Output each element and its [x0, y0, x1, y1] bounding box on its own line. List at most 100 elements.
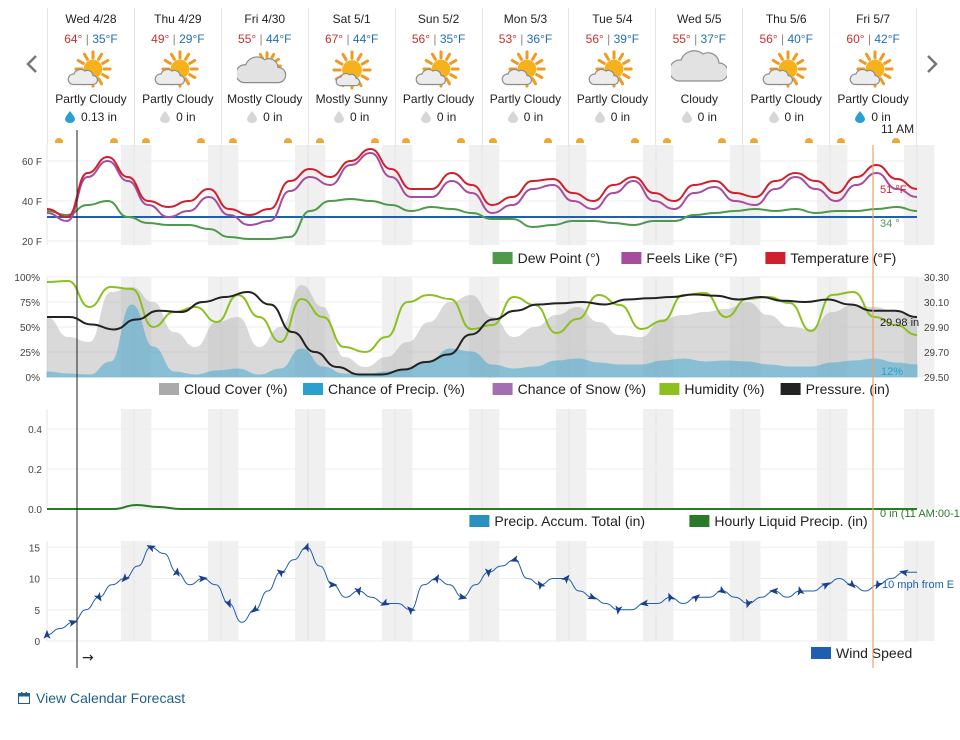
day-column[interactable]: Fri 5/7 60° | 42°F Partly Cloudy 0 in — [829, 8, 918, 145]
legend-label: Humidity (%) — [684, 381, 764, 397]
sunrise-sunset-icon — [750, 138, 759, 143]
pressure-line — [47, 290, 918, 376]
wind-direction-icon — [668, 592, 676, 603]
prev-arrow[interactable] — [22, 52, 42, 76]
sunrise-sunset-icon — [576, 138, 585, 143]
precip-amount: 0 in — [135, 110, 221, 124]
day-name: Thu 4/29 — [154, 12, 202, 26]
dewpoint-readout: 34 ° — [880, 218, 900, 230]
day-name: Wed 5/5 — [677, 12, 722, 26]
legend-item[interactable]: Cloud Cover (%) — [159, 381, 287, 397]
partly-cloudy-icon — [589, 50, 633, 88]
wind-direction-icon — [587, 592, 597, 600]
cloud-cover-area — [47, 285, 917, 377]
day-column[interactable]: Sun 5/2 56° | 35°F Partly Cloudy 0 in — [394, 8, 482, 145]
day-temps: 56° | 35°F — [411, 32, 466, 46]
high-temp: 53° — [498, 32, 517, 46]
low-temp: 35°F — [439, 32, 466, 46]
no-precip-icon — [768, 111, 779, 123]
day-column[interactable]: Mon 5/3 53° | 36°F Partly Cloudy 0 in — [481, 8, 569, 145]
forecast-charts: 60 F 40 F 20 F 51 °F 34 ° Dew Point (°) Feels … — [14, 122, 960, 668]
precip-amount: 0 in — [483, 110, 569, 124]
cursor-arrow-icon: → — [82, 650, 94, 666]
day-temps: 53° | 36°F — [498, 32, 553, 46]
legend-swatch — [159, 383, 179, 395]
rain-drop-icon — [64, 111, 75, 123]
day-name: Tue 5/4 — [592, 12, 633, 26]
high-temp: 67° — [324, 32, 344, 46]
precip-label: 0 in — [610, 110, 631, 124]
wind-direction-icon — [746, 598, 753, 609]
day-column[interactable]: Fri 4/30 55° | 44°F Mostly Cloudy 0 in — [220, 8, 308, 145]
mostly-sunny-icon — [332, 50, 372, 90]
high-temp: 56° — [759, 32, 778, 46]
legend-item[interactable]: Hourly Liquid Precip. (in) — [689, 513, 868, 529]
legend-swatch — [765, 252, 786, 264]
wind-direction-icon — [276, 569, 286, 578]
next-arrow[interactable] — [922, 52, 942, 76]
sunrise-sunset-icon — [54, 138, 63, 143]
partly-cloudy-icon — [154, 50, 199, 88]
day-temps: 55° | 37°F — [672, 32, 727, 46]
condition-label: Cloudy — [680, 92, 718, 106]
panel-background — [46, 541, 935, 641]
day-column[interactable]: Tue 5/4 56° | 39°F Partly Cloudy 0 in — [568, 8, 655, 145]
wind-direction-icon — [354, 586, 362, 596]
legend-item[interactable]: Wind Speed — [811, 645, 912, 661]
legend-item[interactable]: Precip. Accum. Total (in) — [469, 513, 645, 529]
day-column[interactable]: Wed 5/5 55° | 37°F Cloudy 0 in — [655, 8, 742, 145]
precip-label: 0 in — [436, 110, 457, 124]
legend-item[interactable]: Chance of Precip. (%) — [303, 381, 465, 397]
day-column[interactable]: Sat 5/1 67° | 44°F Mostly Sunny 0 in — [307, 8, 395, 145]
wind-direction-icon — [302, 542, 309, 553]
low-temp: 36°F — [526, 32, 553, 46]
wind-direction-icon — [639, 599, 649, 607]
day-name: Fri 5/7 — [856, 12, 891, 26]
high-temp: 64° — [64, 32, 83, 46]
series-line — [46, 151, 918, 227]
y-tick-right: 29.90 — [924, 323, 949, 334]
legend-item[interactable]: Dew Point (°) — [492, 250, 601, 266]
wind-direction-icon — [93, 592, 102, 602]
calendar-icon — [18, 692, 30, 704]
wind-direction-icon — [172, 567, 180, 577]
legend-item[interactable]: Feels Like (°F) — [621, 250, 738, 266]
sunrise-sunset-icon — [663, 138, 672, 143]
day-temps: 56° | 39°F — [585, 32, 640, 46]
wind-direction-icon — [716, 585, 727, 594]
wind-direction-icon — [224, 598, 231, 609]
day-column[interactable]: Thu 4/29 49° | 29°F Partly Cloudy 0 in — [133, 8, 221, 145]
view-calendar-label: View Calendar Forecast — [36, 690, 186, 706]
no-precip-icon — [507, 111, 518, 123]
low-temp: 29°F — [179, 32, 205, 46]
precip-amount: 0 in — [396, 110, 482, 124]
wind-direction-icon — [407, 606, 416, 616]
legend-item[interactable]: Humidity (%) — [659, 381, 765, 397]
sunrise-sunset-icon — [109, 138, 118, 143]
wind-direction-icon — [769, 587, 779, 595]
legend-label: Pressure. (in) — [806, 381, 890, 397]
mostly-cloudy-icon — [236, 51, 286, 84]
legend-item[interactable]: Temperature (°F) — [765, 250, 896, 266]
day-column[interactable]: Wed 4/28 64° | 35°F Partly Cloudy 0.13 in — [47, 8, 134, 145]
no-precip-icon — [333, 111, 344, 123]
y-tick: 15 — [29, 543, 41, 554]
y-tick: 0 — [34, 637, 40, 648]
legend-item[interactable]: Pressure. (in) — [780, 381, 890, 397]
day-column[interactable]: Thu 5/6 56° | 40°F Partly Cloudy 0 in — [742, 8, 829, 145]
sunrise-sunset-icon — [141, 138, 150, 143]
legend-swatch — [811, 647, 831, 659]
low-temp: 39°F — [613, 32, 640, 46]
precip-readout: 0 in (11 AM:00-1 — [880, 508, 960, 520]
sunrise-sunset-icon — [718, 138, 727, 143]
pressure-readout: 29.98 in — [880, 317, 919, 329]
wind-direction-icon — [43, 629, 51, 639]
y-tick-right: 30.10 — [924, 298, 949, 309]
view-calendar-link[interactable]: View Calendar Forecast — [18, 690, 185, 706]
wind-direction-icon — [121, 573, 131, 583]
condition-label: Partly Cloudy — [55, 92, 127, 106]
legend-item[interactable]: Chance of Snow (%) — [492, 381, 646, 397]
precip-amount: 0 in — [309, 110, 395, 124]
high-temp: 56° — [585, 32, 604, 46]
precip-amount: 0 in — [222, 110, 308, 124]
